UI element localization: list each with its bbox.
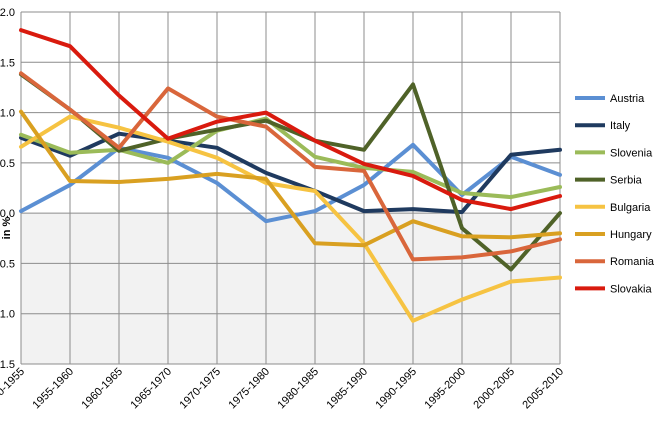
x-tick-label: 1950-1955 [0,366,27,412]
y-tick-label: -1.5 [0,359,15,371]
y-tick-label: 1.0 [0,108,15,120]
series-line-hungary [19,109,562,248]
x-tick-label: 1995-2000 [422,366,468,412]
y-axis-label: in % [1,216,13,239]
y-tick-label: 1.5 [0,57,15,69]
legend-label: Bulgaria [610,202,651,214]
y-tick-label: -1.0 [0,309,15,321]
series-line-austria [19,142,562,224]
x-axis-ticks: 1950-1955 1955-1960 1960-1965 1965-1970 1970… [0,366,566,412]
y-axis-ticks: 2.0 1.5 1.0 0.5 0.0 -0.5 -1.0 -1.5 [0,7,15,371]
y-tick-label: 0.0 [0,208,15,220]
x-tick-label: 1985-1990 [324,366,370,412]
legend-label: Romania [610,256,655,268]
x-tick-label: 1980-1985 [275,366,321,412]
legend-label: Slovenia [610,147,653,159]
legend-label: Serbia [610,175,643,187]
legend-label: Hungary [610,229,652,241]
series-line-slovenia [19,116,562,200]
legend-label: Slovakia [610,283,652,295]
y-tick-label: -0.5 [0,258,15,270]
series-line-slovakia [19,28,562,212]
series-line-bulgaria [19,114,562,323]
x-tick-label: 1990-1995 [373,366,419,412]
x-tick-label: 2000-2005 [471,366,517,412]
legend-label: Italy [610,120,631,132]
x-tick-label: 2005-2010 [520,366,566,412]
legend-label: Austria [610,93,645,105]
x-tick-label: 1960-1965 [79,366,125,412]
grid-lines [20,11,561,365]
y-tick-label: 2.0 [0,7,15,19]
legend: Austria Italy Slovenia Serbia Bulgaria Hungar… [575,93,655,295]
x-tick-label: 1965-1970 [128,366,174,412]
x-tick-label: 1970-1975 [177,366,223,412]
x-tick-label: 1955-1960 [30,366,76,412]
x-tick-label: 1975-1980 [226,366,272,412]
y-tick-label: 0.5 [0,158,15,170]
series-lines [19,28,562,323]
series-line-romania [19,71,562,262]
